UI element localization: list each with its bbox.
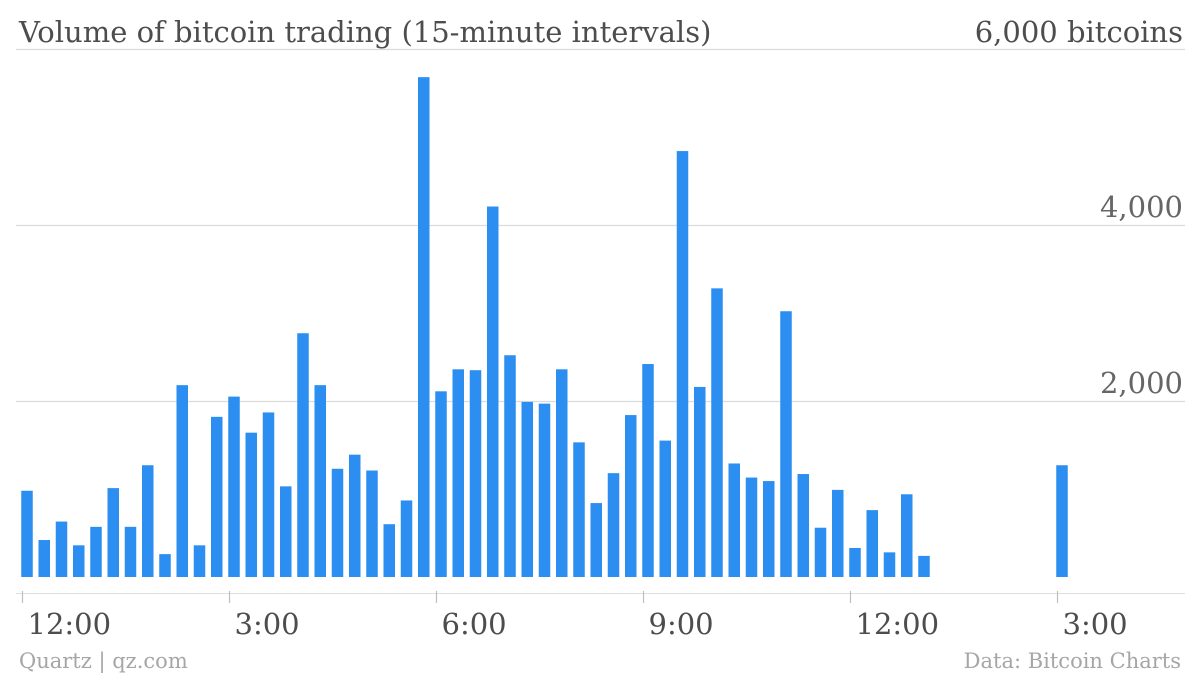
x-tick-label: 6:00 <box>442 607 507 641</box>
bar <box>193 545 206 577</box>
bar <box>245 432 257 577</box>
bar <box>487 206 499 577</box>
bar <box>573 442 585 577</box>
bar <box>538 403 551 577</box>
bar <box>55 521 68 577</box>
x-axis <box>16 591 1185 603</box>
bar <box>797 474 809 577</box>
bar <box>435 391 447 577</box>
bar <box>556 369 568 577</box>
bar <box>607 473 620 577</box>
bar <box>694 386 706 577</box>
bar <box>676 151 689 577</box>
bar <box>280 486 292 577</box>
bar <box>297 333 309 577</box>
bar <box>642 364 654 577</box>
bar <box>814 527 827 577</box>
chart-title: Volume of bitcoin trading (15-minute int… <box>18 15 711 49</box>
bar <box>314 385 326 577</box>
bar <box>590 503 602 577</box>
bar <box>107 488 119 577</box>
bar <box>142 465 154 577</box>
y-axis-unit-label: 6,000 bitcoins <box>975 15 1183 49</box>
x-tick-label: 9:00 <box>649 607 714 641</box>
x-tick-label: 12:00 <box>28 607 112 641</box>
bar <box>349 454 361 577</box>
bar <box>262 412 275 577</box>
bar <box>780 311 792 577</box>
bar <box>124 526 137 577</box>
footer-source-right: Data: Bitcoin Charts <box>964 649 1181 673</box>
bars <box>21 77 1068 577</box>
gridlines <box>16 48 1185 403</box>
bar <box>728 463 740 577</box>
bar <box>521 401 533 577</box>
bar <box>90 526 102 577</box>
bar <box>832 489 844 577</box>
bar <box>763 481 775 577</box>
bar <box>418 77 430 577</box>
x-tick-label: 3:00 <box>235 607 300 641</box>
bar <box>21 490 33 577</box>
y-tick-labels: 2,000 4,000 <box>1100 190 1183 400</box>
bar <box>745 477 758 577</box>
bar <box>711 288 723 577</box>
bar <box>659 440 671 577</box>
bar <box>883 552 896 577</box>
bar <box>901 494 913 577</box>
bar <box>452 369 464 577</box>
bar <box>504 355 516 577</box>
bar <box>625 415 637 577</box>
bar <box>73 545 85 577</box>
bar <box>918 555 930 577</box>
bar <box>176 385 188 577</box>
x-tick-labels: 12:00 3:00 6:00 9:00 12:00 3:00 <box>28 607 1128 641</box>
bar <box>159 554 171 577</box>
bar <box>366 470 378 577</box>
x-tick-label: 12:00 <box>856 607 940 641</box>
y-tick-label: 4,000 <box>1100 190 1183 224</box>
bar <box>211 416 223 577</box>
bar <box>331 468 344 577</box>
bar <box>1056 465 1068 577</box>
x-tick-label: 3:00 <box>1063 607 1128 641</box>
bar <box>38 540 50 577</box>
bar <box>228 396 240 577</box>
bar <box>400 500 413 577</box>
bar <box>383 524 395 577</box>
y-tick-label: 2,000 <box>1100 366 1183 400</box>
bar <box>866 510 878 577</box>
footer-source-left: Quartz | qz.com <box>19 649 188 674</box>
bar <box>469 370 482 577</box>
bar <box>849 547 861 577</box>
